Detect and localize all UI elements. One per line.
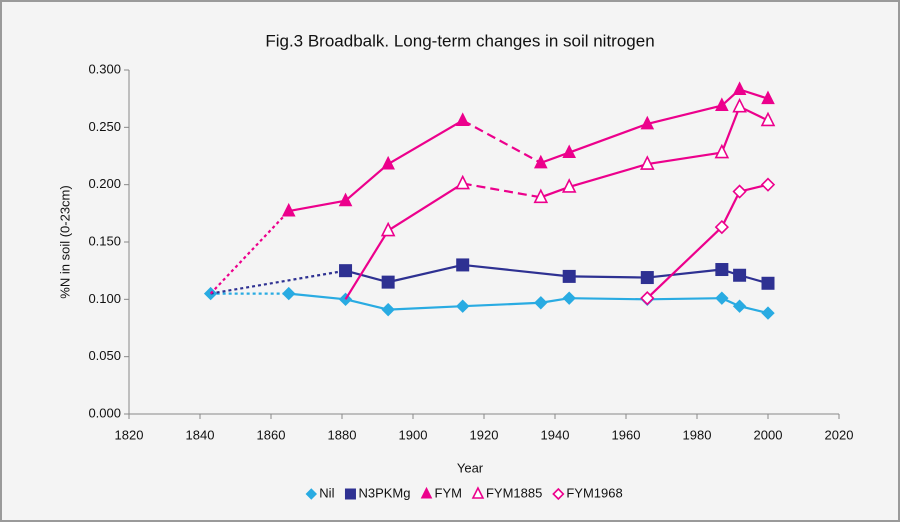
marker [760,177,776,192]
marker [381,302,395,317]
marker [455,174,470,190]
line-segment [720,191,741,228]
marker [533,154,548,169]
x-tick-label: 2020 [825,427,854,442]
marker [339,264,353,278]
marker [533,188,549,204]
x-tick-label: 1920 [470,427,499,442]
marker [732,299,747,313]
marker [715,291,729,305]
marker [562,144,577,159]
legend-label: FYM1885 [486,485,542,500]
line-segment [345,269,389,284]
line-segment [462,263,570,278]
x-tick-label: 1940 [541,427,570,442]
legend-marker [552,487,565,501]
y-tick-label: 0.000 [88,405,121,420]
line-segment [647,104,723,125]
line-segment [288,199,346,213]
line-segment [646,226,723,299]
line-segment [569,297,648,301]
y-tick-label: 0.050 [88,348,121,363]
marker [282,286,296,301]
marker [761,90,775,105]
x-tick-label: 1860 [257,427,286,442]
y-tick-label: 0.100 [88,291,121,306]
x-tick-label: 1960 [612,427,641,442]
line-segment [387,182,464,232]
line-segment [387,119,464,165]
marker [380,221,396,237]
y-axis-title: %N in soil (0-23cm) [57,185,72,298]
marker [733,268,747,282]
line-segment [569,275,648,279]
y-tick-label: 0.300 [88,61,121,76]
legend-label: N3PKMg [358,485,410,500]
marker [338,192,353,207]
legend-label: FYM1968 [566,485,622,500]
marker [761,276,775,290]
line-segment [462,119,542,164]
x-tick-label: 1820 [115,427,144,442]
x-axis-title: Year [457,460,484,475]
line-segment [209,210,290,295]
chart-title: Fig.3 Broadbalk. Long-term changes in so… [265,31,654,50]
marker [714,143,730,159]
x-tick-label: 1900 [399,427,428,442]
marker [640,291,655,306]
marker [455,299,470,313]
line-segment [288,292,346,301]
marker [714,219,729,235]
marker [640,115,655,130]
y-tick-label: 0.200 [88,176,121,191]
y-tick-label: 0.150 [88,233,121,248]
marker [761,306,775,320]
legend-marker [305,488,318,500]
marker [715,263,729,277]
x-tick-label: 2000 [754,427,783,442]
marker [381,155,395,170]
line-segment [647,151,723,166]
line-segment [387,263,463,284]
line-segment [647,268,722,279]
marker [732,81,747,95]
legend-marker [420,486,433,499]
marker [640,155,655,170]
x-tick-label: 1980 [683,427,712,442]
line-segment [647,297,722,301]
line-segment [462,301,541,308]
line-segment [210,269,346,295]
legend-label: Nil [319,485,334,500]
marker [281,202,296,217]
line-segment [720,106,741,153]
legend-label: FYM [435,485,462,500]
line-segment [388,305,463,311]
marker [732,97,747,113]
line-segment [345,298,389,311]
marker [456,258,470,272]
line-segment [344,163,389,202]
x-tick-label: 1840 [186,427,215,442]
marker [455,112,470,126]
marker [562,269,576,283]
legend-marker [344,488,356,500]
marker [562,291,576,305]
x-tick-label: 1880 [328,427,357,442]
legend-marker [471,486,485,499]
marker [715,97,729,112]
marker [732,184,747,199]
marker [381,275,395,289]
marker [534,296,548,310]
marker [760,111,776,127]
marker [561,178,577,193]
line-segment [344,229,390,300]
marker [640,271,654,285]
y-tick-label: 0.250 [88,119,121,134]
line-segment [568,162,648,189]
line-segment [568,122,648,154]
